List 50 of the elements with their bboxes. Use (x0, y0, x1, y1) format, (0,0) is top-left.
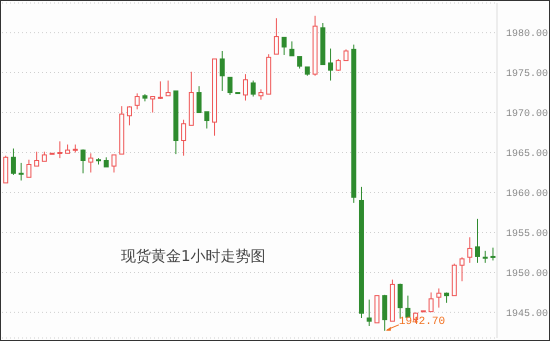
candlestick (382, 294, 388, 332)
candlestick (460, 256, 465, 282)
candlestick (258, 88, 264, 100)
y-tick-label: 1945.00 (506, 308, 548, 320)
candlestick (196, 86, 202, 114)
candlestick (42, 151, 47, 162)
candlestick (26, 159, 32, 178)
candlestick (282, 36, 287, 56)
candlestick (405, 295, 410, 318)
candlestick (204, 111, 210, 130)
text: 现货黄金1小时走势图 (121, 247, 266, 266)
y-tick-label: 1965.00 (506, 149, 548, 160)
candlestick (80, 148, 86, 174)
y-tick-label: 1960.00 (506, 189, 548, 200)
candlestick (111, 154, 116, 173)
candlestick (467, 236, 472, 264)
candlestick (242, 74, 248, 102)
candlestick (134, 92, 140, 110)
candlestick (150, 96, 156, 114)
candlestick (475, 218, 480, 264)
candlestick (18, 162, 24, 181)
candlestick (274, 18, 279, 55)
y-tick-label: 1955.00 (506, 229, 548, 240)
candlestick (158, 80, 163, 100)
candlestick (289, 40, 294, 56)
candlestick (166, 80, 171, 96)
candlestick (297, 56, 302, 70)
candlestick (490, 247, 496, 261)
candlestick (34, 151, 40, 167)
candlestick (181, 119, 186, 156)
candlestick (104, 156, 109, 168)
candlestick (436, 288, 442, 308)
annotation: 1942.70 (398, 316, 446, 328)
candlestick (220, 50, 225, 92)
candlestick (328, 48, 334, 82)
candlestick (250, 80, 256, 98)
candlestick (428, 292, 434, 312)
candlestick (228, 76, 232, 96)
candlestick (88, 152, 94, 173)
candlestick (336, 58, 341, 72)
y-tick-label: 1950.00 (506, 268, 548, 280)
candlestick (57, 140, 62, 159)
y-tick-label: 1980.00 (506, 29, 548, 40)
candlestick (366, 299, 372, 327)
candlestick (482, 250, 488, 264)
candlestick (344, 48, 349, 62)
y-tick-label: 1975.00 (506, 69, 548, 80)
candlestick (126, 106, 132, 126)
y-tick-label: 1970.00 (506, 109, 548, 120)
candlestick (10, 148, 16, 176)
